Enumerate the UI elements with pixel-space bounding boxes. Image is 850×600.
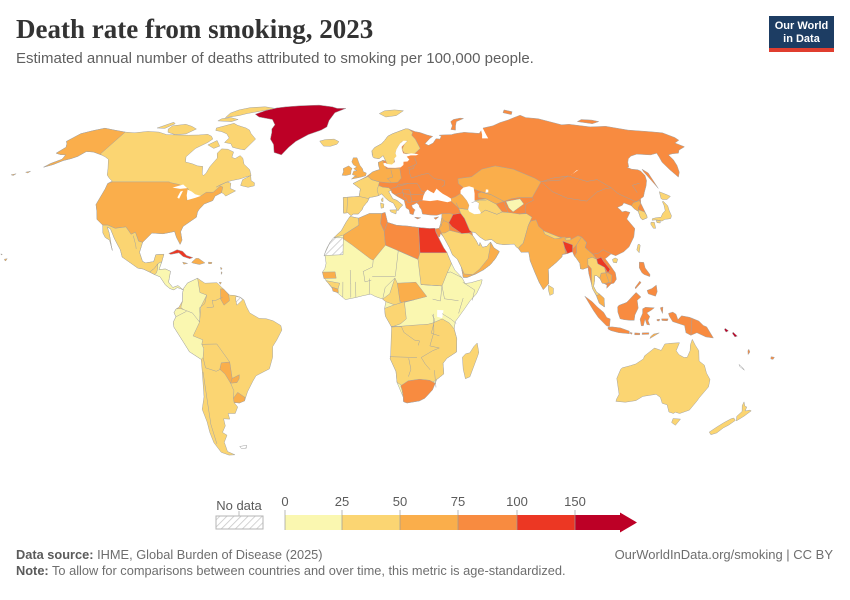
svg-text:75: 75 (451, 494, 465, 509)
svg-text:0: 0 (281, 494, 288, 509)
svg-text:50: 50 (393, 494, 407, 509)
svg-text:25: 25 (335, 494, 349, 509)
svg-text:150: 150 (564, 494, 586, 509)
svg-text:No data: No data (216, 498, 262, 513)
svg-text:100: 100 (506, 494, 528, 509)
